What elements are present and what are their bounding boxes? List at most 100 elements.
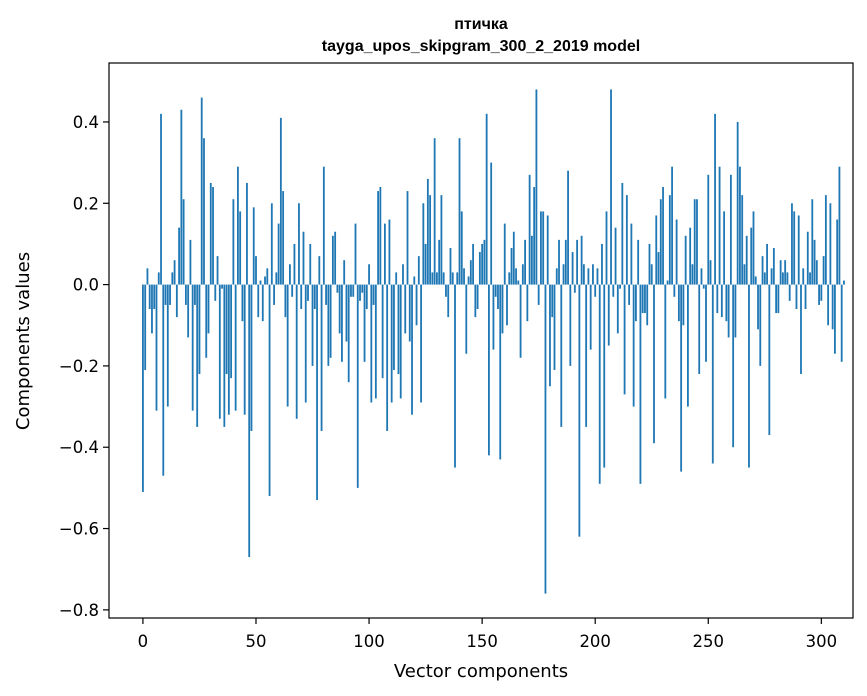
x-tick-label: 300 xyxy=(806,632,838,651)
bar xyxy=(386,284,389,431)
bar xyxy=(264,276,266,285)
bar xyxy=(515,268,517,285)
bar xyxy=(436,272,438,285)
bar xyxy=(241,284,244,322)
bar xyxy=(406,191,409,285)
bar xyxy=(284,284,287,318)
bar xyxy=(347,284,350,383)
bar xyxy=(270,203,273,285)
bar xyxy=(675,219,678,285)
bar xyxy=(325,284,327,305)
bar xyxy=(671,166,673,285)
bar xyxy=(273,284,275,305)
bar xyxy=(187,284,190,338)
bar xyxy=(316,284,318,501)
bar xyxy=(612,284,615,297)
bar xyxy=(687,284,689,407)
bar xyxy=(707,174,710,285)
bar xyxy=(343,260,346,285)
bar xyxy=(720,284,723,318)
bar xyxy=(431,272,434,285)
x-tick-label: 50 xyxy=(245,632,266,651)
bar xyxy=(684,235,687,285)
bar xyxy=(354,223,357,285)
bar xyxy=(433,138,436,285)
bar xyxy=(399,284,402,399)
bar xyxy=(648,243,651,285)
bar xyxy=(383,223,386,285)
bar xyxy=(424,243,427,285)
bar xyxy=(696,199,698,285)
bar xyxy=(752,211,755,285)
bar xyxy=(761,256,764,285)
y-tick-label: −0.4 xyxy=(59,438,99,457)
plot-frame xyxy=(108,62,854,619)
bar xyxy=(610,89,612,285)
bar xyxy=(148,284,151,309)
bar xyxy=(178,227,181,285)
bar xyxy=(327,284,330,366)
bar xyxy=(770,268,773,285)
bar xyxy=(766,243,768,285)
bar xyxy=(621,182,624,285)
bar xyxy=(142,284,144,492)
bar xyxy=(420,284,422,403)
bar xyxy=(350,284,352,297)
bar xyxy=(607,284,610,346)
bar xyxy=(616,284,619,334)
bar xyxy=(573,284,576,293)
bar xyxy=(834,284,836,354)
bar xyxy=(625,195,628,285)
bar xyxy=(781,272,784,285)
bar xyxy=(239,211,242,285)
x-tick-label: 100 xyxy=(353,632,385,651)
bar xyxy=(196,284,199,427)
bar xyxy=(277,223,280,285)
bar xyxy=(528,174,531,285)
bar xyxy=(508,272,511,285)
bar xyxy=(619,284,621,289)
bar xyxy=(155,284,158,411)
bar xyxy=(698,284,701,375)
bar xyxy=(162,284,165,476)
bar xyxy=(501,284,504,334)
y-tick-label: −0.6 xyxy=(59,520,99,539)
bar xyxy=(336,284,339,293)
bar xyxy=(820,284,823,301)
bar xyxy=(372,284,375,305)
bar xyxy=(164,284,167,305)
bar xyxy=(368,264,370,285)
y-tick-label: −0.2 xyxy=(59,357,99,376)
bar xyxy=(160,113,162,285)
bar xyxy=(417,256,420,285)
bar xyxy=(309,243,312,285)
bar xyxy=(818,284,820,305)
bar xyxy=(750,227,753,285)
bar xyxy=(311,284,314,366)
bar xyxy=(560,284,563,427)
bar xyxy=(492,284,495,350)
bar xyxy=(472,243,474,285)
bar xyxy=(182,199,185,285)
bar xyxy=(748,284,750,468)
bar xyxy=(526,284,529,322)
bar xyxy=(632,284,635,407)
bar xyxy=(295,284,298,419)
bar xyxy=(585,284,588,427)
bar xyxy=(144,284,147,370)
bar xyxy=(191,284,194,411)
y-tick-label: −0.8 xyxy=(59,601,99,620)
bar xyxy=(153,284,156,309)
bar xyxy=(804,284,807,309)
bar xyxy=(279,117,282,285)
bar xyxy=(666,280,669,285)
bar xyxy=(840,284,843,362)
bar xyxy=(829,203,832,285)
bar xyxy=(824,195,827,285)
bar xyxy=(379,187,382,285)
bar xyxy=(438,239,441,285)
bar xyxy=(232,199,235,285)
x-tick-label: 0 xyxy=(138,632,149,651)
bar xyxy=(440,195,443,285)
bar xyxy=(601,243,603,285)
